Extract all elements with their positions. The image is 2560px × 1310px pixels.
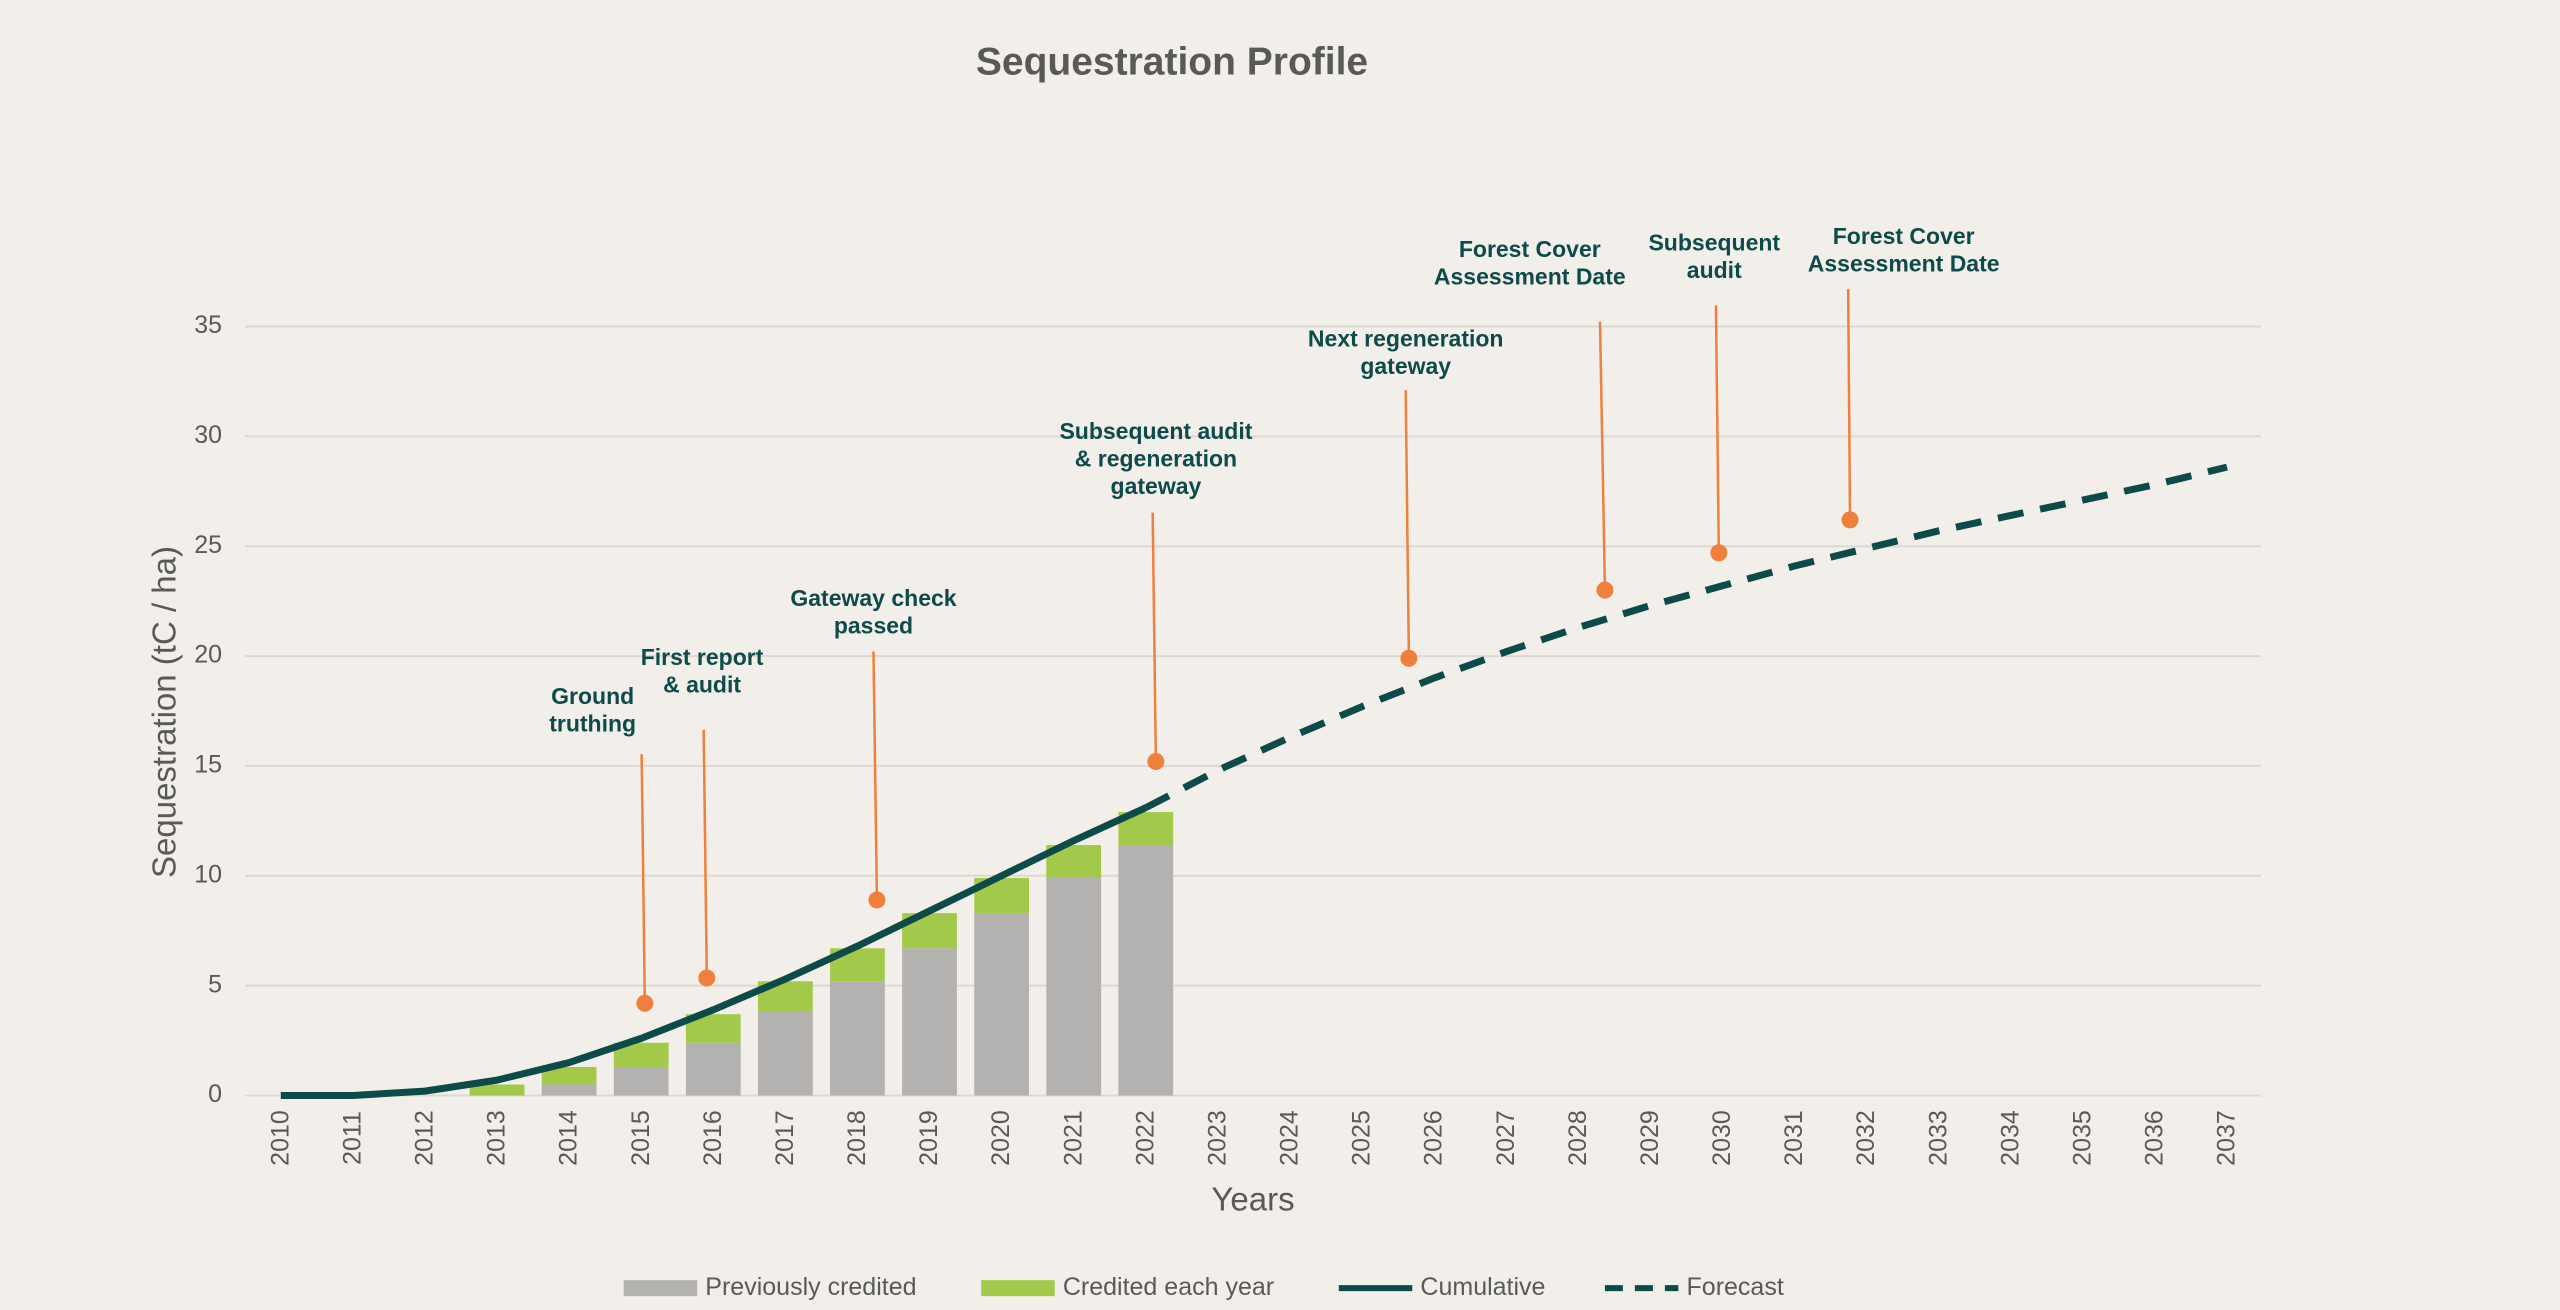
annotation-marker — [698, 969, 716, 987]
x-tick-label: 2015 — [627, 1110, 655, 1166]
annotation-label: Assessment Date — [1434, 263, 1626, 289]
y-tick-label: 0 — [208, 1080, 222, 1108]
annotation-label: & regeneration — [1075, 445, 1237, 471]
annotation-marker — [868, 891, 886, 909]
bar-segment — [541, 1084, 597, 1096]
x-tick-label: 2030 — [1708, 1110, 1736, 1166]
annotation-label: audit — [1687, 257, 1742, 283]
legend-swatch — [981, 1280, 1055, 1297]
y-tick-label: 30 — [194, 421, 222, 449]
legend-label: Cumulative — [1420, 1273, 1545, 1301]
bar-segment — [1118, 845, 1174, 1096]
annotation-marker — [636, 994, 654, 1012]
annotation-label: First report — [641, 644, 764, 670]
x-tick-label: 2022 — [1131, 1110, 1159, 1166]
legend-label: Credited each year — [1063, 1273, 1274, 1301]
annotation-leader — [1598, 321, 1607, 591]
annotation-label: truthing — [549, 711, 636, 737]
x-tick-label: 2025 — [1348, 1110, 1376, 1166]
annotation-leader — [1151, 512, 1158, 762]
annotation-marker — [1400, 649, 1418, 667]
y-axis-label: Sequestration (tC / ha) — [146, 546, 183, 878]
annotation-label: Assessment Date — [1808, 250, 2000, 276]
bar-segment — [902, 948, 957, 1096]
cumulative-line — [280, 804, 1148, 1099]
forecast-line — [1144, 463, 2228, 811]
x-tick-label: 2011 — [338, 1111, 366, 1165]
x-tick-label: 2021 — [1059, 1110, 1087, 1166]
x-tick-label: 2013 — [483, 1110, 511, 1166]
bar-segment — [541, 1066, 597, 1085]
legend-label: Previously credited — [705, 1273, 916, 1301]
x-tick-label: 2037 — [2213, 1110, 2241, 1166]
legend-swatch — [623, 1280, 698, 1297]
x-tick-label: 2035 — [2068, 1110, 2096, 1166]
annotation-label: & audit — [663, 671, 741, 697]
chart-title: Sequestration Profile — [976, 40, 1368, 83]
annotation-label: Next regeneration — [1308, 326, 1504, 352]
annotation-label: Gateway check — [790, 585, 956, 611]
bar-segment — [1046, 877, 1102, 1096]
bar-segment — [469, 1084, 525, 1096]
x-tick-label: 2028 — [1564, 1110, 1592, 1166]
annotation-leader — [1846, 288, 1852, 520]
x-tick-label: 2012 — [411, 1110, 439, 1166]
annotation-leader — [872, 651, 879, 900]
x-tick-label: 2023 — [1203, 1110, 1231, 1166]
bar-segment — [757, 1012, 813, 1096]
annotation-label: Forest Cover — [1833, 223, 1975, 249]
x-tick-label: 2029 — [1636, 1110, 1664, 1166]
x-tick-label: 2024 — [1276, 1110, 1304, 1166]
y-tick-label: 25 — [194, 531, 222, 559]
annotation-label: gateway — [1360, 353, 1451, 379]
x-tick-label: 2017 — [771, 1110, 799, 1166]
annotation-marker — [1841, 511, 1859, 529]
x-tick-label: 2018 — [843, 1110, 871, 1166]
y-tick-label: 10 — [194, 860, 222, 888]
x-tick-label: 2014 — [555, 1110, 583, 1166]
annotation-label: passed — [834, 613, 913, 639]
annotation-marker — [1596, 581, 1614, 599]
x-tick-label: 2032 — [1852, 1110, 1880, 1166]
annotation-leader — [640, 754, 647, 1004]
x-tick-label: 2010 — [266, 1110, 294, 1166]
annotation-marker — [1710, 544, 1728, 562]
x-tick-label: 2016 — [699, 1110, 727, 1166]
y-tick-label: 35 — [194, 311, 222, 339]
x-tick-label: 2034 — [1996, 1110, 2024, 1166]
y-tick-label: 5 — [208, 970, 222, 998]
annotation-marker — [1147, 753, 1165, 771]
annotation-leader — [1714, 305, 1721, 553]
bar-segment — [685, 1042, 741, 1096]
annotation-leader — [1404, 390, 1411, 659]
x-tick-label: 2031 — [1780, 1110, 1808, 1166]
annotation-leader — [702, 729, 709, 978]
bar-segment — [613, 1066, 669, 1096]
x-tick-label: 2033 — [1924, 1110, 1952, 1166]
x-tick-label: 2020 — [987, 1110, 1015, 1166]
annotation-label: Ground — [551, 683, 634, 709]
x-axis-label: Years — [1211, 1181, 1294, 1218]
bar-segment — [974, 913, 1030, 1096]
y-tick-label: 15 — [194, 751, 222, 779]
x-tick-label: 2026 — [1420, 1110, 1448, 1166]
x-tick-label: 2027 — [1492, 1110, 1520, 1166]
legend-label: Forecast — [1687, 1273, 1784, 1301]
annotation-label: Forest Cover — [1459, 236, 1601, 262]
annotation-label: Subsequent — [1648, 229, 1780, 255]
x-tick-label: 2036 — [2141, 1110, 2169, 1166]
y-tick-label: 20 — [194, 641, 222, 669]
bar-segment — [830, 981, 885, 1096]
annotation-label: gateway — [1111, 473, 1202, 499]
annotation-label: Subsequent audit — [1059, 418, 1252, 444]
x-tick-label: 2019 — [915, 1110, 943, 1166]
